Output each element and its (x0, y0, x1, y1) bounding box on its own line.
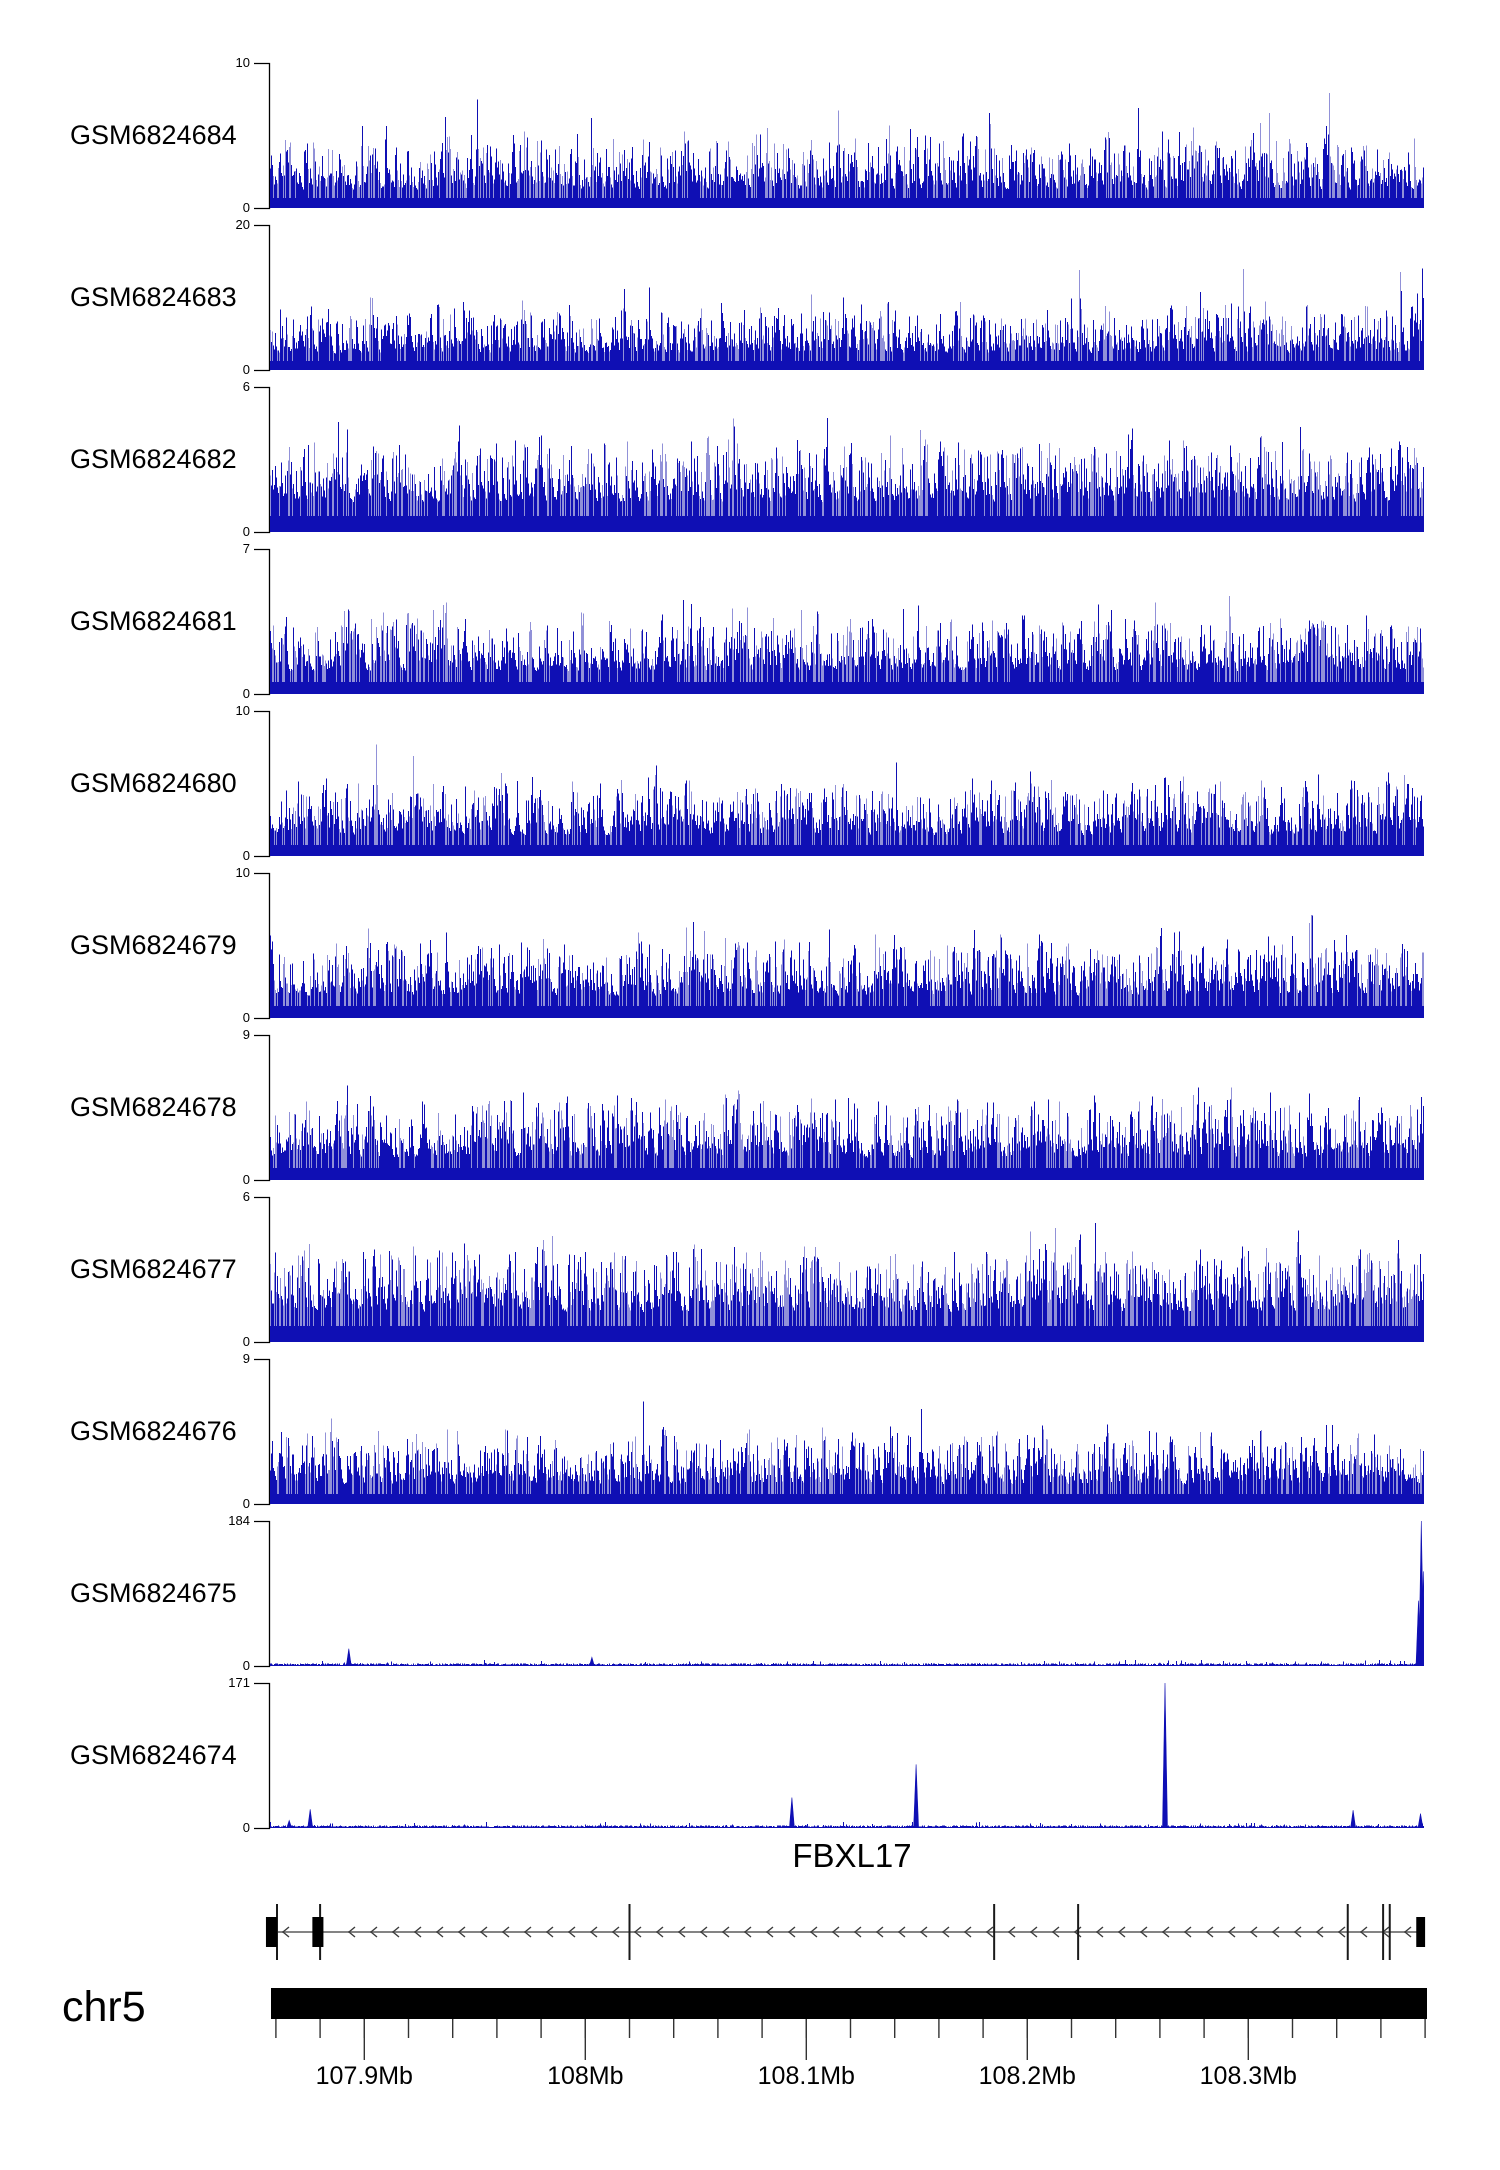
y-axis-max-label: 10 (235, 55, 250, 70)
y-axis (254, 1358, 271, 1506)
mb-tick-label: 108.1Mb (757, 2062, 855, 2090)
track-label-GSM6824675: GSM6824675 (70, 1578, 237, 1608)
y-axis-zero-label: 0 (242, 1658, 250, 1673)
y-axis (254, 1196, 271, 1344)
mb-tick-label: 108.2Mb (978, 2062, 1076, 2090)
signal-GSM6824677 (270, 1223, 1424, 1342)
y-axis (254, 386, 271, 534)
y-axis-zero-label: 0 (242, 362, 250, 377)
mb-tick-label: 108.3Mb (1199, 2062, 1297, 2090)
y-axis (254, 62, 271, 210)
gene-name-label: FBXL17 (792, 1837, 912, 1874)
y-axis-max-label: 20 (235, 217, 250, 232)
y-axis-max-label: 10 (235, 703, 250, 718)
gene-model-track (265, 1904, 1426, 1960)
y-axis-max-label: 184 (228, 1513, 250, 1528)
y-axis-zero-label: 0 (242, 524, 250, 539)
y-axis-max-label: 9 (242, 1351, 250, 1366)
signal-GSM6824683 (270, 268, 1424, 370)
y-axis-max-label: 9 (242, 1027, 250, 1042)
y-axis-zero-label: 0 (242, 1820, 250, 1835)
mb-tick-label: 107.9Mb (315, 2062, 413, 2090)
y-axis-max-label: 7 (242, 541, 250, 556)
signal-GSM6824681 (270, 596, 1424, 694)
y-axis-zero-label: 0 (242, 200, 250, 215)
signal-GSM6824674 (270, 1683, 1424, 1828)
track-label-GSM6824681: GSM6824681 (70, 606, 237, 636)
y-axis (254, 1682, 271, 1830)
y-axis-zero-label: 0 (242, 1010, 250, 1025)
signal-GSM6824684 (270, 92, 1424, 208)
track-label-GSM6824679: GSM6824679 (70, 930, 237, 960)
y-axis-zero-label: 0 (242, 1172, 250, 1187)
y-axis (254, 1034, 271, 1182)
y-axis (254, 224, 271, 372)
y-axis (254, 710, 271, 858)
y-axis-max-label: 10 (235, 865, 250, 880)
y-axis (254, 1520, 271, 1668)
signal-GSM6824682 (270, 417, 1424, 532)
track-label-GSM6824674: GSM6824674 (70, 1740, 237, 1770)
mb-tick-label: 108Mb (547, 2062, 624, 2090)
chromosome-label: chr5 (62, 1983, 146, 2031)
y-axis-zero-label: 0 (242, 1334, 250, 1349)
track-label-GSM6824676: GSM6824676 (70, 1416, 237, 1446)
track-label-GSM6824680: GSM6824680 (70, 768, 237, 798)
track-label-GSM6824683: GSM6824683 (70, 282, 237, 312)
y-axis-max-label: 6 (242, 1189, 250, 1204)
y-axis-zero-label: 0 (242, 1496, 250, 1511)
signal-GSM6824675 (270, 1521, 1424, 1666)
chromosome-ruler (271, 1988, 1427, 2060)
signal-GSM6824676 (270, 1401, 1424, 1504)
signal-GSM6824680 (270, 744, 1424, 856)
y-axis (254, 548, 271, 696)
y-axis-zero-label: 0 (242, 686, 250, 701)
track-label-GSM6824678: GSM6824678 (70, 1092, 237, 1122)
track-label-GSM6824684: GSM6824684 (70, 120, 237, 150)
y-axis (254, 872, 271, 1020)
y-axis-max-label: 171 (228, 1675, 250, 1690)
signal-GSM6824678 (270, 1085, 1424, 1180)
y-axis-zero-label: 0 (242, 848, 250, 863)
signal-GSM6824679 (270, 914, 1424, 1018)
track-label-GSM6824682: GSM6824682 (70, 444, 237, 474)
y-axis-max-label: 6 (242, 379, 250, 394)
track-label-GSM6824677: GSM6824677 (70, 1254, 237, 1284)
